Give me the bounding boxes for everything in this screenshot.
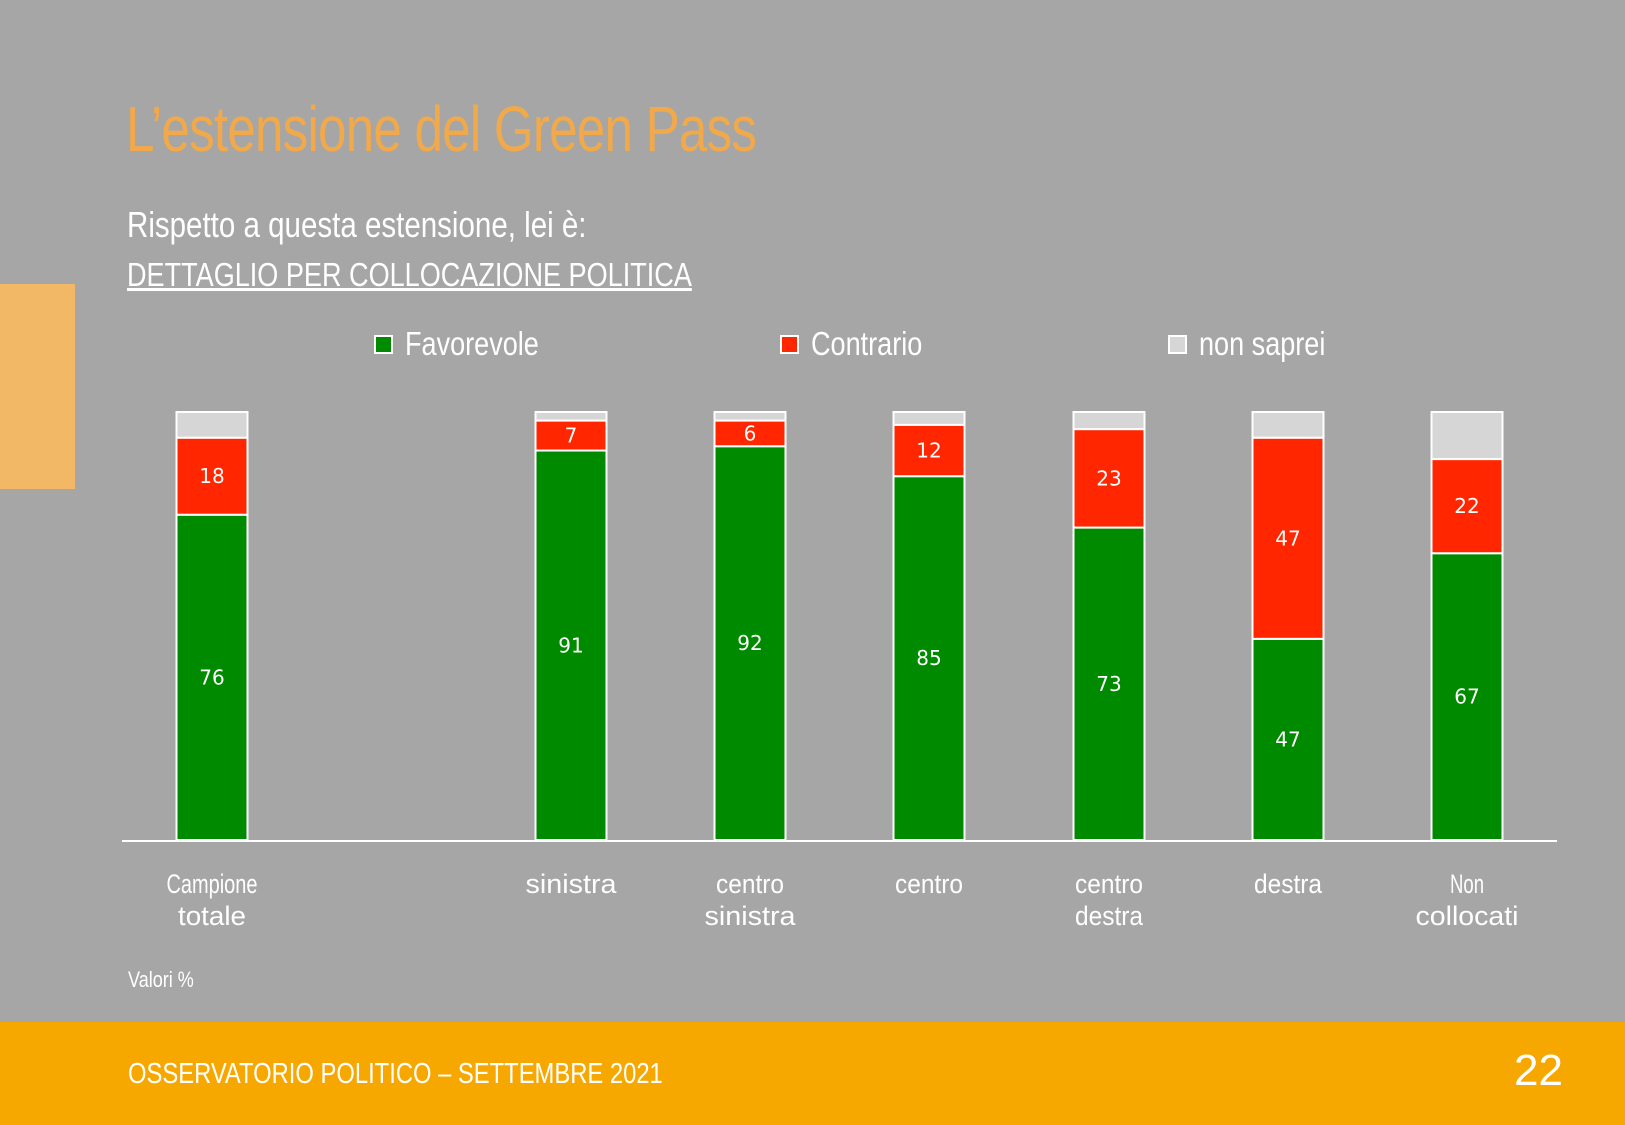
data-label-favorevole-1: 91	[558, 633, 583, 657]
category-label-2-1: sinistra	[705, 901, 797, 931]
data-label-favorevole-0: 76	[199, 665, 224, 689]
data-label-contrario-0: 18	[199, 464, 224, 488]
category-label-0-0: Campione	[167, 869, 258, 899]
bar-contrario-4	[1072, 428, 1146, 529]
legend-item-favorevole: Favorevole	[374, 325, 568, 363]
legend-swatch-favorevole	[374, 334, 393, 354]
side-accent-bar	[0, 284, 75, 489]
category-label-3-0: centro	[895, 869, 963, 899]
legend-label-non-saprei: non saprei	[1199, 325, 1326, 362]
bar-non-saprei-0	[175, 411, 249, 439]
slide-subtitle-detail: DETTAGLIO PER COLLOCAZIONE POLITICA	[127, 256, 692, 293]
category-label-2-0: centro	[716, 869, 784, 899]
legend-item-non-saprei: non saprei	[1168, 325, 1353, 363]
data-label-favorevole-6: 67	[1454, 685, 1479, 709]
bar-non-saprei-4	[1072, 411, 1146, 431]
data-label-favorevole-5: 47	[1275, 727, 1300, 751]
data-label-contrario-5: 47	[1275, 526, 1300, 550]
category-label-0-1: totale	[178, 901, 246, 931]
data-label-contrario-1: 7	[565, 424, 578, 448]
footer-text: OSSERVATORIO POLITICO – SETTEMBRE 2021	[128, 1058, 663, 1090]
slide-title: L’estensione del Green Pass	[126, 93, 757, 165]
legend-swatch-contrario	[780, 334, 799, 354]
legend-label-favorevole: Favorevole	[405, 325, 539, 362]
bar-non-saprei-2	[713, 411, 787, 422]
data-label-favorevole-4: 73	[1096, 672, 1121, 696]
bar-non-saprei-6	[1430, 411, 1504, 461]
bar-contrario-0	[175, 436, 249, 516]
bar-contrario-5	[1251, 436, 1325, 640]
data-label-contrario-3: 12	[916, 439, 941, 463]
category-label-6-0: Non	[1450, 869, 1484, 899]
slide-subtitle: Rispetto a questa estensione, lei è:	[127, 204, 587, 245]
category-label-4-1: destra	[1075, 901, 1144, 931]
bar-favorevole-2	[713, 445, 787, 841]
page-number: 22	[1514, 1046, 1563, 1095]
bar-non-saprei-5	[1251, 411, 1325, 439]
data-label-favorevole-2: 92	[737, 631, 762, 655]
bar-non-saprei-1	[534, 411, 608, 422]
bar-favorevole-1	[534, 449, 608, 841]
bar-contrario-6	[1430, 458, 1504, 555]
data-label-contrario-6: 22	[1454, 494, 1479, 518]
data-label-contrario-4: 23	[1096, 466, 1121, 490]
bar-non-saprei-3	[892, 411, 966, 426]
data-label-contrario-2: 6	[744, 421, 757, 445]
values-note: Valori %	[128, 967, 194, 992]
footer-bar: OSSERVATORIO POLITICO – SETTEMBRE 2021 2…	[0, 1022, 1625, 1125]
category-label-1-0: sinistra	[526, 869, 618, 899]
category-label-5-0: destra	[1254, 869, 1323, 899]
legend-label-contrario: Contrario	[811, 325, 923, 362]
category-label-6-1: collocati	[1416, 901, 1519, 931]
legend-swatch-non-saprei	[1168, 334, 1187, 354]
bar-favorevole-5	[1251, 637, 1325, 842]
bar-favorevole-6	[1430, 552, 1504, 841]
category-label-4-0: centro	[1075, 869, 1143, 899]
bar-favorevole-4	[1072, 526, 1146, 841]
data-label-favorevole-3: 85	[916, 646, 941, 670]
bar-favorevole-0	[175, 513, 249, 841]
legend-item-contrario: Contrario	[780, 325, 947, 363]
